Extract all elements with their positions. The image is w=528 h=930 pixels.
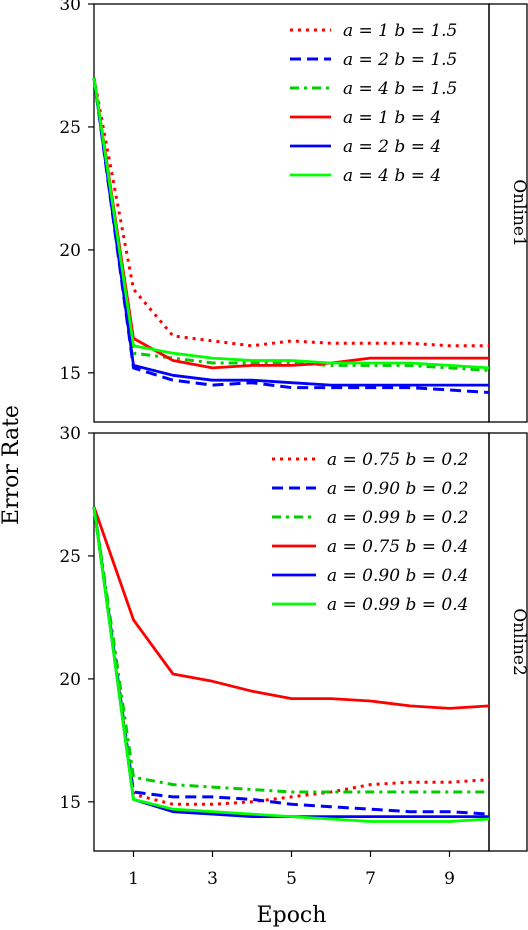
legend-label: a = 0.75 b = 0.2 xyxy=(327,450,468,470)
x-tick-label: 7 xyxy=(365,869,376,889)
x-tick-label: 3 xyxy=(207,869,218,889)
x-tick-label: 5 xyxy=(286,869,297,889)
panel-online2: Online2 15 20 25 30 a = 0.75 b = 0.2 a = 0.90 … xyxy=(59,424,528,852)
panel-online1: Online1 15 20 25 30 a = 1 b = 1.5 a = 2 b = 1.… xyxy=(59,0,528,423)
legend-label: a = 1 b = 4 xyxy=(343,108,441,128)
y-tick-label: 30 xyxy=(59,424,81,444)
legend-label: a = 2 b = 4 xyxy=(343,137,441,157)
y-axis-title: Error Rate xyxy=(0,405,24,525)
legend-label: a = 1 b = 1.5 xyxy=(343,21,457,41)
series-line xyxy=(92,506,490,816)
legend-label: a = 0.90 b = 0.4 xyxy=(327,566,468,586)
legend-label: a = 0.99 b = 0.4 xyxy=(327,595,468,615)
legend-label: a = 0.75 b = 0.4 xyxy=(327,537,468,557)
legend-label: a = 2 b = 1.5 xyxy=(343,50,457,70)
series-line xyxy=(92,506,489,794)
series-line xyxy=(92,506,490,806)
y-tick-label: 15 xyxy=(59,793,81,813)
strip-label: Online2 xyxy=(509,608,528,676)
series-line xyxy=(92,77,489,387)
legend-label: a = 4 b = 4 xyxy=(343,166,441,186)
strip-label: Online1 xyxy=(509,179,528,247)
legend-label: a = 0.90 b = 0.2 xyxy=(327,479,468,499)
x-tick-label: 9 xyxy=(444,869,455,889)
strip-frame xyxy=(488,3,528,423)
series-line xyxy=(92,506,490,823)
legend-label: a = 4 b = 1.5 xyxy=(343,79,457,99)
series-line xyxy=(92,77,490,370)
x-tick-label: 1 xyxy=(128,869,139,889)
x-axis-title: Epoch xyxy=(257,903,327,928)
legend: a = 1 b = 1.5 a = 2 b = 1.5 a = 4 b = 1.5 a… xyxy=(290,21,457,186)
y-tick-label: 25 xyxy=(59,547,81,567)
series-line xyxy=(92,77,490,394)
series-line xyxy=(92,77,489,370)
series-line xyxy=(92,506,490,710)
legend-label: a = 0.99 b = 0.2 xyxy=(327,508,468,528)
y-tick-label: 30 xyxy=(59,0,81,15)
y-tick-label: 15 xyxy=(59,364,81,384)
y-tick-label: 20 xyxy=(59,241,81,261)
y-tick-label: 20 xyxy=(59,670,81,690)
strip-frame xyxy=(488,432,528,852)
legend: a = 0.75 b = 0.2 a = 0.90 b = 0.2 a = 0.99… xyxy=(272,450,468,615)
y-tick-label: 25 xyxy=(59,118,81,138)
